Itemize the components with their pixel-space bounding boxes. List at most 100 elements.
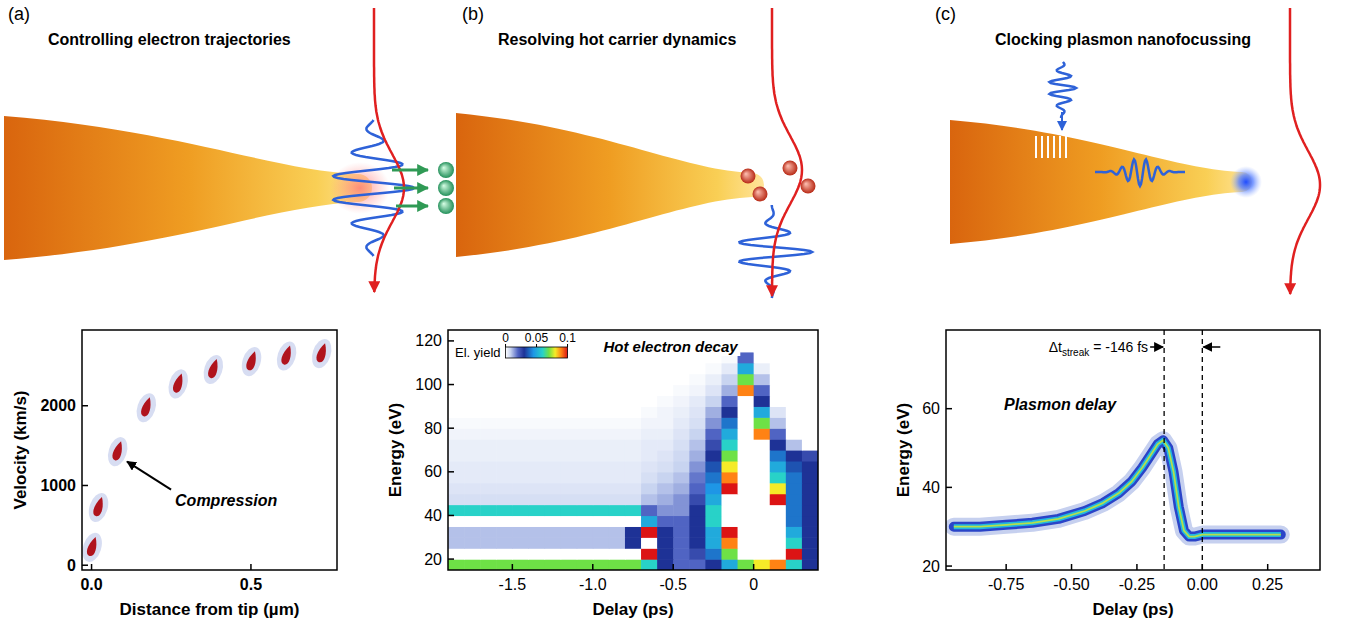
electron — [438, 198, 454, 214]
x-tick — [1071, 564, 1073, 570]
heat-cell — [496, 472, 513, 484]
heat-cell — [496, 450, 513, 462]
heat-cell — [721, 526, 738, 538]
heat-cell — [770, 363, 787, 375]
heat-cell — [593, 537, 610, 549]
heat-cell — [528, 494, 545, 506]
heat-cell — [673, 548, 690, 560]
heat-cell — [705, 450, 722, 462]
heat-cell — [528, 515, 545, 527]
plot-frame — [448, 330, 818, 570]
heat-cell — [754, 505, 771, 517]
light-pulse — [740, 205, 813, 298]
heat-cell — [561, 450, 578, 462]
point-halo — [82, 530, 105, 564]
heat-cell — [448, 515, 465, 527]
heat-cell — [802, 461, 818, 473]
heat-cell — [770, 461, 787, 473]
plot-frame — [946, 330, 1320, 570]
heat-cell — [754, 526, 771, 538]
heat-cell — [496, 548, 513, 560]
heat-cell — [496, 406, 513, 418]
grating-line — [1065, 136, 1067, 158]
figure: (a)Controlling electron trajectories(b)R… — [0, 0, 1356, 631]
heat-cell — [770, 472, 787, 484]
heat-cell — [641, 548, 658, 560]
x-tick-label: 0.5 — [240, 576, 262, 593]
line-core — [954, 440, 1281, 536]
probe-pulse — [1290, 8, 1320, 294]
heat-cell — [625, 472, 642, 484]
heat-cell — [689, 374, 706, 386]
heat-cell — [496, 505, 513, 517]
heat-cell — [625, 526, 642, 538]
heat-cell — [545, 494, 562, 506]
y-tick — [946, 565, 952, 567]
heat-cell — [448, 461, 465, 473]
panel-label: (c) — [935, 4, 956, 24]
colorbar-tick-label: 0.1 — [559, 331, 576, 345]
heat-cell — [480, 406, 497, 418]
heat-cell — [673, 406, 690, 418]
heat-cell — [625, 395, 642, 407]
heat-cell — [738, 374, 755, 386]
label-patch — [601, 337, 740, 356]
heat-cell — [448, 537, 465, 549]
heat-cell — [802, 450, 818, 462]
heat-cell — [786, 505, 803, 517]
y-tick — [448, 340, 454, 342]
heat-cell — [625, 537, 642, 549]
heat-cell — [705, 385, 722, 397]
heat-cell — [738, 363, 755, 375]
heat-cell — [625, 450, 642, 462]
heat-cell — [770, 341, 787, 353]
x-axis-title: Delay (ps) — [592, 600, 673, 619]
heat-cell — [673, 559, 690, 570]
heat-cell — [512, 472, 529, 484]
heat-cell — [673, 483, 690, 495]
metal-tip — [456, 113, 764, 257]
heat-cell — [786, 330, 803, 342]
heat-cell — [593, 461, 610, 473]
heat-cell — [480, 505, 497, 517]
heat-cell — [786, 439, 803, 451]
panel-title: Resolving hot carrier dynamics — [498, 31, 736, 48]
heat-cell — [770, 395, 787, 407]
heat-cell — [545, 537, 562, 549]
heat-cell — [528, 395, 545, 407]
panel-title: Clocking plasmon nanofocussing — [995, 31, 1251, 48]
y-tick-label: 20 — [424, 551, 442, 568]
heat-cell — [657, 363, 674, 375]
heat-cell — [464, 526, 481, 538]
heat-cell — [512, 461, 529, 473]
heat-cell — [641, 537, 658, 549]
heat-cell — [770, 526, 787, 538]
colorbar-tick-label: 0.05 — [525, 331, 549, 345]
heat-cell — [545, 428, 562, 440]
y-tick-label: 120 — [415, 332, 442, 349]
heat-cell — [657, 515, 674, 527]
heat-cell — [464, 395, 481, 407]
heat-cell — [802, 494, 818, 506]
heat-cell — [641, 406, 658, 418]
hot-electron — [801, 179, 816, 194]
heat-cell — [480, 450, 497, 462]
heat-cell — [754, 428, 771, 440]
heat-cell — [802, 505, 818, 517]
heat-cell — [528, 461, 545, 473]
heat-cell — [512, 526, 529, 538]
heat-cell — [448, 548, 465, 560]
heat-cell — [609, 374, 626, 386]
heat-cell — [673, 461, 690, 473]
heat-cell — [577, 428, 594, 440]
heat-cell — [545, 417, 562, 429]
x-tick-label: 0.25 — [1252, 576, 1283, 593]
heat-cell — [657, 450, 674, 462]
heat-cell — [754, 417, 771, 429]
heat-cell — [593, 363, 610, 375]
point-halo — [133, 391, 159, 425]
heat-cell — [673, 363, 690, 375]
heat-cell — [625, 417, 642, 429]
heat-cell — [738, 417, 755, 429]
heat-cell — [561, 494, 578, 506]
